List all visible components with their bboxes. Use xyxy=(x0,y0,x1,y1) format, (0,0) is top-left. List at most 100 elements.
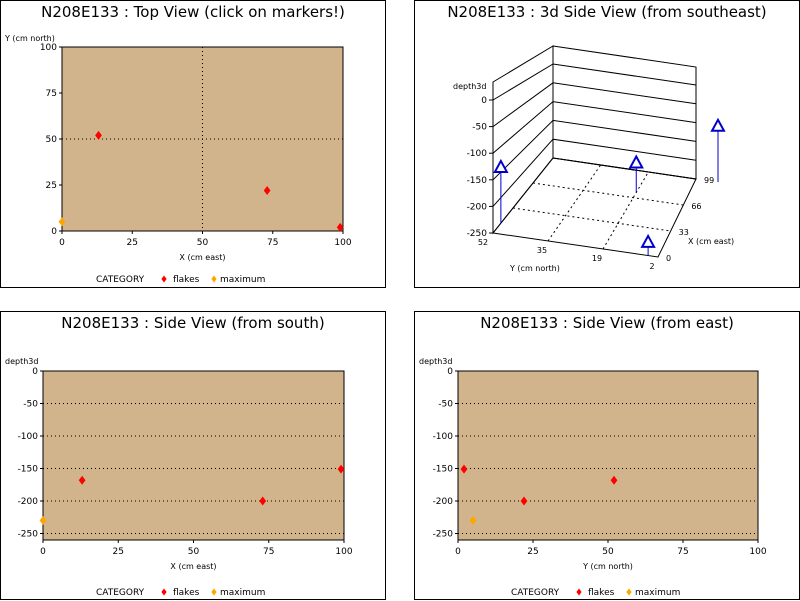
3d-side-view-chart: 0 -50 -100 -150 -200 -250 depth3d 52 35 19 2 Y (cm … xyxy=(453,45,734,273)
x-tick-label: 0 xyxy=(666,254,671,263)
legend-flakes-marker xyxy=(161,275,167,283)
z-tick-label: -250 xyxy=(467,229,488,239)
flakes-marker xyxy=(78,475,86,485)
left-wall xyxy=(492,45,554,235)
flakes-marker xyxy=(263,186,271,196)
point-marker xyxy=(493,158,509,173)
legend-flakes-label: flakes xyxy=(173,275,200,285)
flakes-marker xyxy=(520,496,528,506)
x-tick-label: 0 xyxy=(40,547,46,557)
x-tick-label: 25 xyxy=(527,547,538,557)
flakes-marker xyxy=(610,475,618,485)
legend-title: CATEGORY xyxy=(96,588,145,598)
x-tick-label: 99 xyxy=(704,176,714,185)
chart-title: N208E133 : Top View (click on markers!) xyxy=(41,3,345,21)
point-marker xyxy=(640,233,656,248)
legend-flakes-marker xyxy=(576,588,582,596)
x-tick-label: 100 xyxy=(749,547,766,557)
y-tick-label: -100 xyxy=(433,432,454,442)
z-tick-label: -150 xyxy=(467,176,488,186)
x-axis-label: Y (cm north) xyxy=(582,562,633,571)
y-tick-label: 0 xyxy=(32,367,38,377)
flakes-marker xyxy=(336,222,344,232)
floor-gridline xyxy=(547,164,602,242)
legend-maximum-marker xyxy=(211,588,217,596)
x-tick-label: 50 xyxy=(197,238,209,248)
legend-title: CATEGORY xyxy=(511,588,560,598)
flakes-marker xyxy=(259,496,267,506)
z-axis-label: depth3d xyxy=(453,82,486,91)
chart-title: N208E133 : 3d Side View (from southeast) xyxy=(447,3,767,21)
x-axis-label: X (cm east) xyxy=(179,253,225,262)
point-marker xyxy=(628,154,644,169)
y-tick-label: -200 xyxy=(18,497,39,507)
maximum-marker xyxy=(469,516,477,525)
side-view-east-panel: N208E133 : Side View (from east) 0 -50 -10… xyxy=(414,311,800,600)
depth-gridline xyxy=(492,157,697,234)
y-tick-label: 52 xyxy=(478,238,488,247)
y-axis-label: depth3d xyxy=(419,357,452,366)
depth-gridline xyxy=(492,82,697,128)
x-tick-label: 75 xyxy=(263,547,274,557)
y-tick-label: -50 xyxy=(438,400,453,410)
y-tick-label: 0 xyxy=(447,367,453,377)
y-tick-label: -100 xyxy=(18,432,39,442)
y-tick-label: 0 xyxy=(51,227,57,237)
y-tick-label: -50 xyxy=(23,400,38,410)
x-tick-label: 100 xyxy=(335,547,352,557)
depth-gridline xyxy=(492,63,697,101)
floor-gridline xyxy=(532,182,684,206)
y-tick-label: 35 xyxy=(537,246,547,255)
y-tick-label: 75 xyxy=(46,89,57,99)
x-axis-label: X (cm east) xyxy=(688,237,734,246)
y-tick-label: -250 xyxy=(433,530,454,540)
x-tick-label: 25 xyxy=(113,547,124,557)
x-tick-label: 0 xyxy=(59,238,65,248)
floor-gridline xyxy=(512,207,671,232)
z-tick-label: -100 xyxy=(467,149,488,159)
y-tick-label: 2 xyxy=(649,262,654,271)
legend-flakes-label: flakes xyxy=(588,588,615,598)
x-tick-label: 75 xyxy=(267,238,278,248)
flakes-marker xyxy=(337,464,345,474)
x-tick-label: 100 xyxy=(334,238,351,248)
y-tick-label: -150 xyxy=(18,465,39,475)
legend-maximum-label: maximum xyxy=(220,275,265,285)
depth-gridline xyxy=(492,101,697,154)
side-view-south-panel: N208E133 : Side View (from south) 0 -50 -1… xyxy=(0,311,386,600)
y-tick-label: -250 xyxy=(18,530,39,540)
x-tick-label: 50 xyxy=(602,547,614,557)
legend-flakes-label: flakes xyxy=(173,588,200,598)
flakes-marker xyxy=(95,130,102,140)
depth-gridline xyxy=(492,119,697,181)
depth-gridline xyxy=(492,138,697,207)
y-tick-label: -200 xyxy=(433,497,454,507)
chart-title: N208E133 : Side View (from south) xyxy=(61,314,325,332)
z-tick-label: -50 xyxy=(472,123,487,133)
y-tick-label: 50 xyxy=(46,135,58,145)
y-axis-label: Y (cm north) xyxy=(509,264,560,273)
y-axis-label: Y (cm north) xyxy=(4,34,55,43)
top-view-panel: N208E133 : Top View (click on markers!) … xyxy=(0,0,386,288)
x-tick-label: 50 xyxy=(188,547,200,557)
y-tick-label: 25 xyxy=(46,181,57,191)
point-marker xyxy=(710,117,726,132)
maximum-marker xyxy=(58,217,66,227)
legend-flakes-marker xyxy=(161,588,167,596)
z-tick-label: 0 xyxy=(481,96,487,106)
chart-title: N208E133 : Side View (from east) xyxy=(480,314,734,332)
x-tick-label: 33 xyxy=(679,228,689,237)
flakes-marker xyxy=(460,464,468,474)
x-tick-label: 75 xyxy=(677,547,688,557)
z-tick-label: -200 xyxy=(467,202,488,212)
x-tick-label: 25 xyxy=(127,238,138,248)
floor-gridline xyxy=(602,171,649,250)
y-tick-label: 19 xyxy=(592,254,602,263)
maximum-marker xyxy=(39,516,47,525)
legend-maximum-label: maximum xyxy=(635,588,680,598)
x-tick-label: 66 xyxy=(691,202,701,211)
legend-maximum-label: maximum xyxy=(220,588,265,598)
legend-maximum-marker xyxy=(211,275,217,283)
